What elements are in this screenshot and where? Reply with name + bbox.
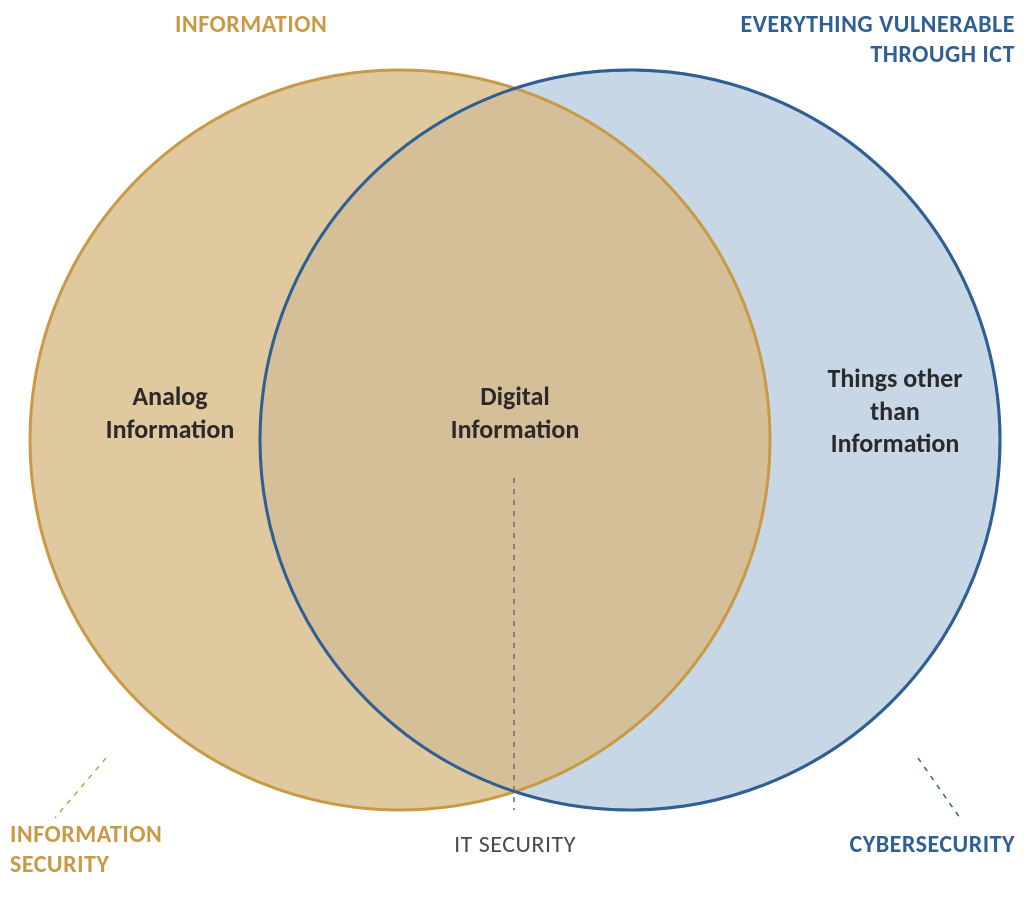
region-left-line2: Information xyxy=(106,413,235,445)
region-label-right: Things other than Information xyxy=(790,362,1000,460)
footer-left-line2: SECURITY xyxy=(10,850,109,879)
footer-left: INFORMATION SECURITY xyxy=(10,820,162,880)
region-label-center: Digital Information xyxy=(415,380,615,445)
title-right-line2: THROUGH ICT xyxy=(870,40,1015,69)
footer-center: IT SECURITY xyxy=(380,830,650,859)
region-right-line1: Things other xyxy=(827,362,962,394)
footer-left-line1: INFORMATION xyxy=(10,820,162,849)
region-right-line2: than xyxy=(870,395,920,427)
leader-line-right xyxy=(918,758,960,818)
region-right-line3: Information xyxy=(831,427,960,459)
leader-line-left xyxy=(55,758,106,818)
region-label-left: Analog Information xyxy=(75,380,265,445)
venn-diagram-stage: INFORMATION EVERYTHING VULNERABLE THROUG… xyxy=(0,0,1024,898)
region-center-line2: Information xyxy=(451,413,580,445)
title-right-line1: EVERYTHING VULNERABLE xyxy=(741,10,1015,39)
region-left-line1: Analog xyxy=(132,380,207,412)
footer-right: CYBERSECURITY xyxy=(850,830,1015,859)
title-right: EVERYTHING VULNERABLE THROUGH ICT xyxy=(741,10,1015,70)
region-center-line1: Digital xyxy=(480,380,549,412)
title-left: INFORMATION xyxy=(175,10,327,39)
